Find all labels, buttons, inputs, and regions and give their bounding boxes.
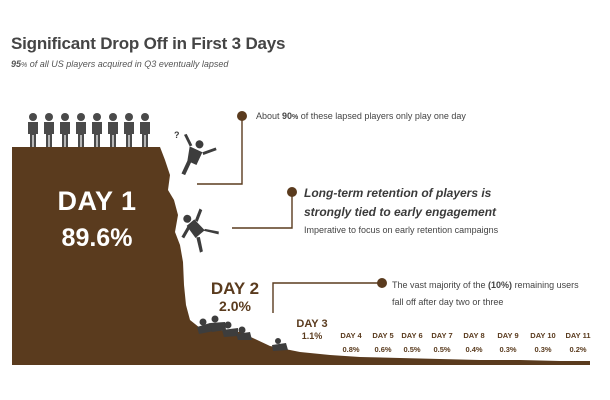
subtitle-text: of all US players acquired in Q3 eventua… xyxy=(27,59,229,69)
annotation-one-day: About 90% of these lapsed players only p… xyxy=(256,111,466,121)
standing-player-icon xyxy=(28,113,38,147)
day-value: 0.5% xyxy=(433,345,451,354)
subtitle-percent: 95 xyxy=(11,59,22,69)
day-value: 0.4% xyxy=(465,345,483,354)
day-label: DAY 11 xyxy=(565,331,591,340)
falling-player-icon-2 xyxy=(181,208,219,253)
note1-post: of these lapsed players only play one da… xyxy=(298,111,466,121)
day-value: 0.5% xyxy=(403,345,421,354)
falling-player-icon-1 xyxy=(181,133,217,176)
standing-player-icon xyxy=(124,113,134,147)
question-mark-icon: ? xyxy=(174,130,180,140)
day2-value: 2.0% xyxy=(219,298,251,314)
annotation-retention-sub: Imperative to focus on early retention c… xyxy=(304,225,499,235)
fallen-players-pile-icon xyxy=(197,315,288,351)
standing-player-icon xyxy=(76,113,86,147)
note3-line2: fall off after day two or three xyxy=(392,297,504,307)
standing-player-icon xyxy=(92,113,102,147)
note3-post: remaining users xyxy=(512,280,579,290)
day-label: DAY 6 xyxy=(401,331,423,340)
day-label: DAY 8 xyxy=(463,331,485,340)
cliff-terrain xyxy=(12,147,590,365)
day-value: 0.6% xyxy=(374,345,392,354)
day-value: 0.3% xyxy=(499,345,517,354)
day2-label: DAY 2 xyxy=(210,279,260,298)
day-value: 0.8% xyxy=(342,345,360,354)
annotation-retention-heading: Long-term retention of players is strong… xyxy=(304,184,544,222)
day-value: 0.3% xyxy=(534,345,552,354)
day3-value: 1.1% xyxy=(301,331,323,341)
page-subtitle: 95% of all US players acquired in Q3 eve… xyxy=(11,59,228,69)
annotation-connector-2 xyxy=(232,187,297,229)
note1-pre: About xyxy=(256,111,283,121)
day1-value: 89.6% xyxy=(61,224,133,252)
note3-pre: The vast majority of the xyxy=(392,280,489,290)
day-label: DAY 5 xyxy=(372,331,394,340)
note1-bold: 90 xyxy=(282,111,293,121)
annotation-connector-3 xyxy=(272,278,387,313)
standing-player-icon xyxy=(44,113,54,147)
annotation-remaining-users: The vast majority of the (10%) remaining… xyxy=(392,277,602,311)
day-label: DAY 10 xyxy=(530,331,556,340)
day3-label: DAY 3 xyxy=(296,318,328,330)
day-label: DAY 4 xyxy=(340,331,362,340)
standing-players-group xyxy=(28,113,150,147)
note1-unit: % xyxy=(292,114,299,121)
standing-player-icon xyxy=(108,113,118,147)
day1-label: DAY 1 xyxy=(57,186,137,216)
note2-line2: strongly tied to early engagement xyxy=(304,205,497,219)
note3-bold: (10%) xyxy=(488,280,513,290)
day-value: 0.2% xyxy=(569,345,587,354)
annotation-connector-1 xyxy=(197,111,247,185)
standing-player-icon xyxy=(60,113,70,147)
subtitle-unit: % xyxy=(21,62,28,69)
day-label: DAY 7 xyxy=(431,331,453,340)
note2-line1: Long-term retention of players is xyxy=(304,186,492,200)
standing-player-icon xyxy=(140,113,150,147)
day-label: DAY 9 xyxy=(497,331,519,340)
svg-text:?: ? xyxy=(174,130,180,140)
page-title: Significant Drop Off in First 3 Days xyxy=(11,34,286,53)
